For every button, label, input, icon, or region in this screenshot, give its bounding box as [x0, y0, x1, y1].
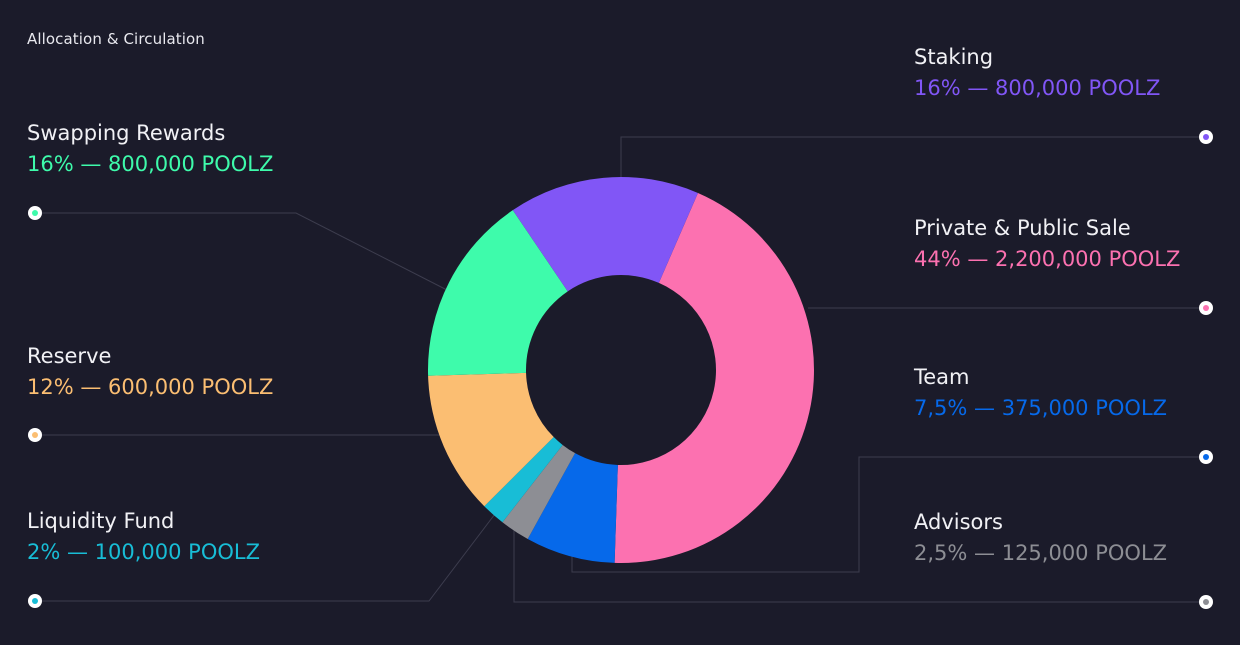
slice-reserve	[428, 372, 554, 507]
legend-label-liquidity-fund: Liquidity Fund	[27, 509, 175, 533]
legend-value-reserve: 12% — 600,000 POOLZ	[27, 375, 274, 399]
slice-staking	[512, 177, 698, 292]
slice-private-public-sale	[614, 193, 815, 564]
legend-value-staking: 16% — 800,000 POOLZ	[914, 76, 1161, 100]
legend-label-private-public-sale: Private & Public Sale	[914, 216, 1131, 240]
connector-team	[571, 456, 1205, 573]
legend-label-team: Team	[914, 365, 970, 389]
legend-staking: Staking 16% — 800,000 POOLZ	[914, 42, 1160, 104]
legend-label-staking: Staking	[914, 45, 994, 69]
legend-value-team: 7,5% — 375,000 POOLZ	[914, 396, 1168, 420]
dot-reserve-inner	[32, 432, 38, 438]
legend-value-swapping-rewards: 16% — 800,000 POOLZ	[27, 152, 274, 176]
legend-liquidity-fund: Liquidity Fund 2% — 100,000 POOLZ	[27, 506, 260, 568]
page-title: Allocation & Circulation	[27, 30, 205, 48]
legend-swapping-rewards: Swapping Rewards 16% — 800,000 POOLZ	[27, 118, 273, 180]
legend-dots	[28, 130, 1213, 609]
dot-staking-inner	[1203, 134, 1209, 140]
legend-advisors: Advisors 2,5% — 125,000 POOLZ	[914, 507, 1167, 569]
connector-liquidity-fund	[35, 509, 499, 602]
legend-private-public-sale: Private & Public Sale 44% — 2,200,000 PO…	[914, 213, 1180, 275]
legend-label-reserve: Reserve	[27, 344, 112, 368]
dot-advisors-inner	[1203, 599, 1209, 605]
slice-swapping-rewards	[428, 210, 568, 376]
connector-lines	[35, 136, 1205, 603]
connector-swapping-rewards	[35, 212, 448, 291]
legend-label-advisors: Advisors	[914, 510, 1003, 534]
legend-value-advisors: 2,5% — 125,000 POOLZ	[914, 541, 1168, 565]
connector-advisors	[513, 520, 1205, 603]
dot-liquidity-fund-inner	[32, 598, 38, 604]
dot-private-public-sale-inner	[1203, 305, 1209, 311]
legend-reserve: Reserve 12% — 600,000 POOLZ	[27, 341, 273, 403]
slice-advisors	[502, 444, 576, 539]
slice-liquidity-fund	[484, 437, 563, 523]
legend-value-private-public-sale: 44% — 2,200,000 POOLZ	[914, 247, 1181, 271]
dot-swapping-rewards-inner	[32, 210, 38, 216]
slice-team	[527, 453, 618, 563]
donut-slices	[428, 177, 815, 564]
connector-staking	[620, 136, 1205, 178]
legend-value-liquidity-fund: 2% — 100,000 POOLZ	[27, 540, 260, 564]
dot-team-inner	[1203, 454, 1209, 460]
legend-team: Team 7,5% — 375,000 POOLZ	[914, 362, 1167, 424]
legend-label-swapping-rewards: Swapping Rewards	[27, 121, 226, 145]
